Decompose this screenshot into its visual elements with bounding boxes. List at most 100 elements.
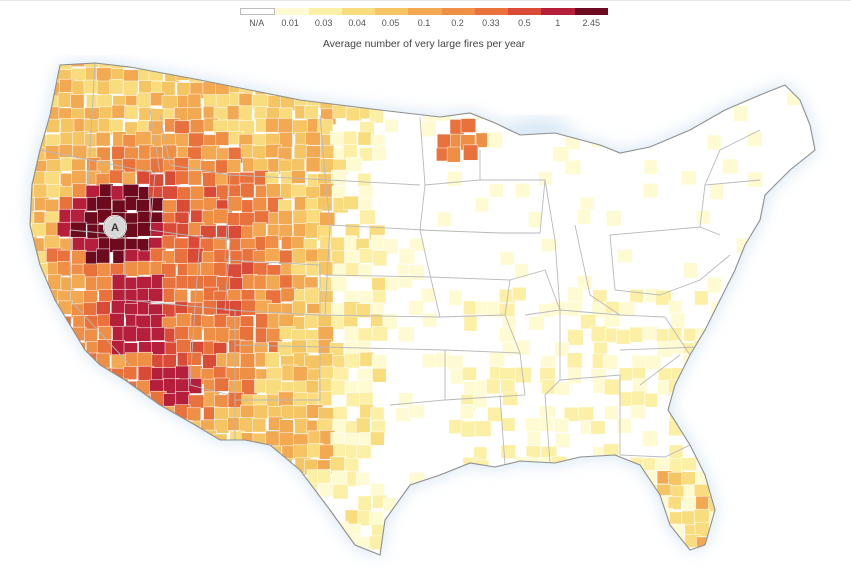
county-cell [720,521,736,536]
county-cell [238,417,255,433]
county-cell [761,560,775,575]
legend-tick-label: 1 [555,18,561,28]
county-cell [30,82,36,98]
county-cell [447,354,464,371]
county-cell [71,326,87,341]
county-cell [82,394,99,410]
county-cell [32,420,47,435]
county-cell [762,458,778,474]
county-cell [71,470,86,486]
county-cell [708,575,722,580]
county-cell [708,548,724,555]
county-cell [71,249,87,266]
county-cell [656,576,669,580]
county-cell [34,392,49,408]
county-cell [619,535,634,551]
county-cell [486,378,501,395]
county-cell [150,222,165,237]
county-cell [252,520,267,537]
county-cell [149,457,166,472]
county-cell [30,495,34,510]
county-cell [619,562,635,578]
county-cell [149,548,166,555]
county-cell [214,534,231,549]
legend-swatch [508,8,542,15]
county-cell [304,547,321,555]
county-cell [30,144,37,159]
county-cell [330,236,347,253]
county-cell [31,275,47,291]
county-cell [801,574,816,580]
county-cell [762,550,777,555]
county-cell [824,496,838,510]
county-cell [671,81,687,97]
county-cell [124,406,141,423]
county-cell [590,132,606,148]
county-cell [58,498,73,514]
county-cell [176,420,193,437]
county-cell [526,469,543,487]
county-cell [603,312,620,328]
county-cell [319,482,334,497]
county-cell [472,482,487,498]
county-cell [31,458,48,473]
county-cell [252,485,269,501]
county-cell [397,274,413,289]
county-cell [57,455,73,471]
county-cell [109,446,124,461]
county-cell [694,290,709,306]
county-cell [486,131,503,149]
county-cell [565,459,579,476]
county-cell [57,510,74,525]
county-cell [370,561,384,577]
county-cell [33,563,46,578]
legend-title: Average number of very large fires per y… [322,38,526,50]
county-cell [486,471,503,487]
county-cell [176,509,191,524]
county-cell [164,456,180,472]
county-cell [150,63,165,71]
county-cell [277,341,294,356]
county-cell [463,563,479,576]
county-cell [722,564,735,577]
county-cell [734,534,752,549]
county-cell [787,562,803,576]
county-cell [33,353,50,369]
county-cell [202,172,217,188]
county-cell [305,534,321,549]
county-cell [73,378,88,395]
county-cell [319,211,336,227]
location-marker-a[interactable]: A [103,215,127,239]
county-cell [280,287,297,302]
county-cell [812,496,815,513]
county-cell [421,68,437,85]
county-cell [813,484,815,500]
county-cell [57,63,73,71]
county-cell [238,105,253,122]
county-cell [538,171,553,186]
legend-tick-label: 0.04 [348,18,366,28]
county-cell [188,170,202,186]
county-cell [291,63,307,72]
county-cell [629,326,644,343]
county-cell [177,63,193,69]
county-cell [124,536,141,553]
county-cell [70,342,86,359]
county-cell [135,430,152,445]
county-cell [187,510,202,526]
county-cell [151,430,166,447]
county-cell [787,537,804,552]
county-cell [331,470,348,486]
county-cell [681,390,696,407]
county-cell [290,183,307,198]
county-cell [747,248,764,264]
county-cell [382,313,398,330]
county-cell [786,469,802,486]
county-cell [33,340,49,357]
county-cell [723,536,737,550]
county-cell [826,470,842,486]
county-cell [747,495,763,513]
county-cell [174,326,191,342]
county-cell [252,547,268,555]
county-cell [811,547,815,555]
